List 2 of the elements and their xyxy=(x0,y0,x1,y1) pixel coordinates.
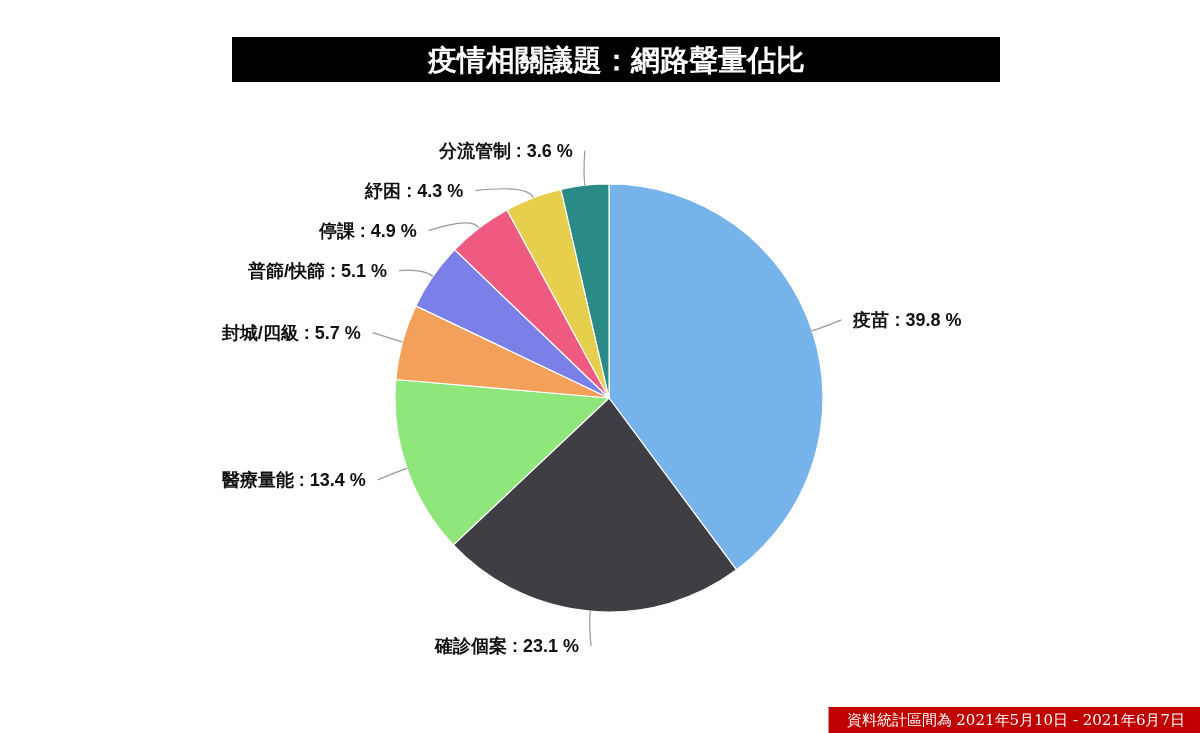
annotation: 資料統計區間為 2021年5月10日 - 2021年6月7日 xyxy=(846,711,1185,729)
title: 疫情相關議題：網路聲量佔比 xyxy=(427,44,805,76)
